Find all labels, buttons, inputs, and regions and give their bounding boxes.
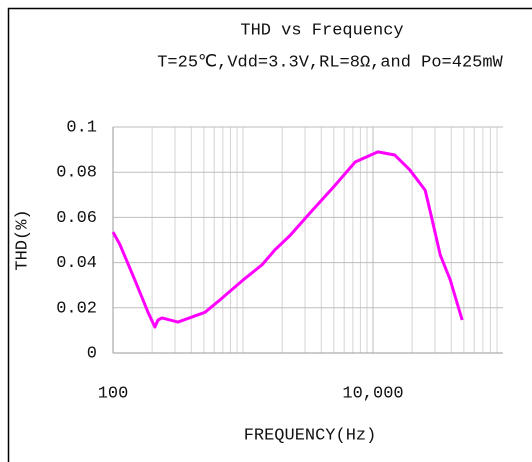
y-tick-label: 0.1	[66, 118, 97, 137]
chart-title: THD vs Frequency	[240, 21, 403, 40]
data-line	[111, 150, 464, 329]
y-tick-label: 0.08	[56, 164, 97, 183]
y-tick-label: 0.02	[56, 299, 97, 318]
chart-subtitle: T=25℃,Vdd=3.3V,RL=8Ω,and Po=425mW	[157, 53, 503, 72]
x-tick-label: 100	[98, 384, 129, 403]
frame	[7, 7, 532, 462]
y-tick-label: 0.06	[56, 209, 97, 228]
y-tick-label: 0.04	[56, 254, 97, 273]
y-tick-label: 0	[87, 344, 97, 363]
x-tick-label: 10,000	[342, 384, 403, 403]
x-axis-label: FREQUENCY(Hz)	[244, 426, 377, 445]
y-axis-label: THD(%)	[13, 209, 32, 270]
